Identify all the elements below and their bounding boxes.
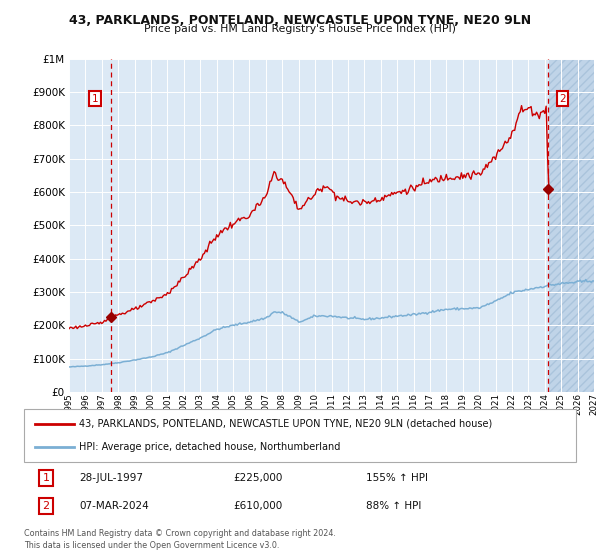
Text: £225,000: £225,000: [234, 473, 283, 483]
Text: 1: 1: [43, 473, 50, 483]
Text: 1: 1: [91, 94, 98, 104]
Text: Contains HM Land Registry data © Crown copyright and database right 2024.
This d: Contains HM Land Registry data © Crown c…: [24, 529, 336, 550]
Text: 88% ↑ HPI: 88% ↑ HPI: [366, 501, 422, 511]
FancyBboxPatch shape: [24, 409, 576, 462]
Text: 43, PARKLANDS, PONTELAND, NEWCASTLE UPON TYNE, NE20 9LN: 43, PARKLANDS, PONTELAND, NEWCASTLE UPON…: [69, 14, 531, 27]
Text: HPI: Average price, detached house, Northumberland: HPI: Average price, detached house, Nort…: [79, 442, 341, 452]
Text: 2: 2: [559, 94, 566, 104]
Text: £610,000: £610,000: [234, 501, 283, 511]
Text: 07-MAR-2024: 07-MAR-2024: [79, 501, 149, 511]
Text: Price paid vs. HM Land Registry's House Price Index (HPI): Price paid vs. HM Land Registry's House …: [144, 24, 456, 34]
Bar: [549, 59, 594, 392]
Text: 43, PARKLANDS, PONTELAND, NEWCASTLE UPON TYNE, NE20 9LN (detached house): 43, PARKLANDS, PONTELAND, NEWCASTLE UPON…: [79, 419, 493, 429]
Text: 2: 2: [43, 501, 50, 511]
Text: 155% ↑ HPI: 155% ↑ HPI: [366, 473, 428, 483]
Bar: [549, 59, 594, 392]
Text: 28-JUL-1997: 28-JUL-1997: [79, 473, 143, 483]
